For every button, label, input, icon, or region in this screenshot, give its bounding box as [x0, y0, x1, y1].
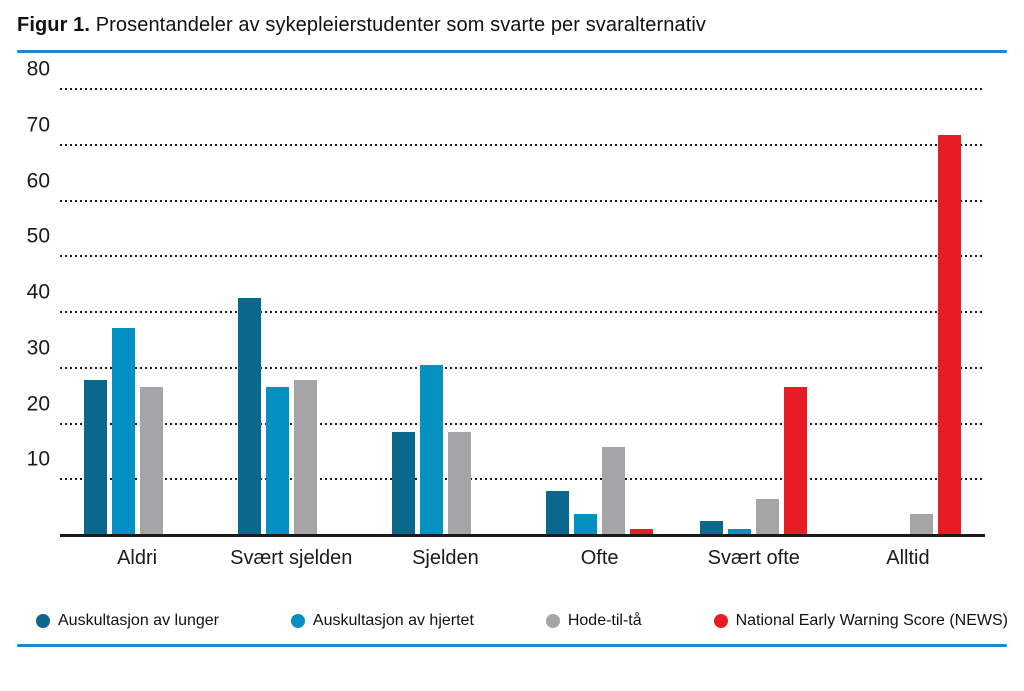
bar — [574, 513, 598, 536]
legend-label: Auskultasjon av hjertet — [312, 612, 474, 629]
legend-label: National Early Warning Score (NEWS) — [735, 612, 1008, 629]
bar — [938, 134, 962, 536]
x-tick-label: Aldri — [117, 546, 158, 569]
y-tick-label: 60 — [26, 169, 50, 192]
plot-inner — [60, 88, 985, 537]
bar — [700, 520, 724, 536]
legend-item: Auskultasjon av hjertet — [290, 612, 474, 630]
legend-swatch-icon — [36, 614, 50, 628]
bar — [139, 387, 163, 536]
bar-slot — [938, 90, 962, 536]
x-axis-labels: Aldri Svært sjelden Sjelden Ofte Svært ofte A… — [60, 536, 985, 580]
x-tick-label: Alltid — [886, 546, 930, 569]
x-tick-label: Ofte — [580, 546, 619, 569]
x-axis-line — [60, 534, 985, 537]
x-tick-label: Sjelden — [412, 546, 479, 569]
bar-slot — [391, 90, 415, 536]
gridline — [60, 478, 985, 481]
gridline — [60, 143, 985, 146]
bar — [83, 379, 107, 536]
bar-slot — [756, 90, 780, 536]
bar — [419, 364, 443, 536]
bar-slot — [265, 90, 289, 536]
bar-slot — [293, 90, 317, 536]
bar-group — [831, 90, 985, 536]
bar-slot — [574, 90, 598, 536]
bar — [546, 491, 570, 536]
bottom-divider — [17, 644, 1007, 647]
bar-group — [60, 90, 214, 536]
bar — [756, 498, 780, 536]
legend-label: Hode-til-tå — [567, 612, 642, 629]
bar-group — [214, 90, 368, 536]
y-tick-label: 70 — [26, 113, 50, 137]
bar — [237, 297, 261, 536]
bar-group — [523, 90, 677, 536]
bar-slot — [602, 90, 626, 536]
bar-slot — [784, 90, 808, 536]
y-axis: 10 20 30 40 50 60 70 80 — [0, 59, 60, 536]
y-tick-label: 20 — [26, 392, 50, 415]
bar — [265, 387, 289, 536]
gridline — [60, 199, 985, 202]
figure: Figur 1. Prosentandeler av sykepleierstu… — [0, 10, 1024, 691]
bar-slot — [546, 90, 570, 536]
bar-slot — [237, 90, 261, 536]
legend-item: National Early Warning Score (NEWS) — [713, 612, 1008, 630]
y-tick-label: 30 — [26, 336, 50, 360]
bar-slot — [322, 90, 345, 536]
bar-slot — [854, 90, 877, 536]
legend-label: Auskultasjon av lunger — [58, 612, 219, 629]
bar-slot — [419, 90, 443, 536]
bar — [602, 446, 626, 536]
bar — [447, 431, 471, 536]
bar — [728, 528, 752, 536]
top-divider — [17, 50, 1007, 53]
bar-slot — [111, 90, 135, 536]
y-tick-label: 80 — [26, 57, 50, 81]
bar-slot — [630, 90, 654, 536]
gridline — [60, 422, 985, 425]
bar-slot — [700, 90, 724, 536]
bar-slot — [139, 90, 163, 536]
x-tick-label: Svært sjelden — [230, 546, 353, 569]
bars-layer — [60, 90, 985, 536]
bar — [784, 387, 808, 536]
bar — [111, 328, 135, 536]
gridline — [60, 255, 985, 258]
x-tick-label: Svært ofte — [707, 546, 800, 569]
bar-slot — [910, 90, 934, 536]
y-tick-label: 40 — [26, 280, 50, 304]
y-tick-label: 50 — [26, 224, 50, 248]
bar-slot — [83, 90, 107, 536]
y-tick-label: 10 — [26, 447, 50, 471]
gridline — [60, 311, 985, 313]
bar — [293, 379, 317, 536]
bar-slot — [728, 90, 752, 536]
legend-swatch-icon — [290, 614, 305, 628]
gridline — [60, 366, 985, 369]
figure-title-text: Prosentandeler av sykepleierstudenter so… — [95, 14, 707, 36]
bar-group — [677, 90, 831, 536]
bar-slot — [476, 90, 499, 536]
bar-slot — [447, 90, 471, 536]
legend-swatch-icon — [545, 614, 560, 628]
bar — [630, 528, 654, 536]
figure-title: Figur 1. Prosentandeler av sykepleierstu… — [17, 10, 1007, 40]
plot-area — [60, 69, 985, 537]
gridline — [60, 88, 985, 90]
bar-chart: 10 20 30 40 50 60 70 80 Aldri Svært sjelden Sjeld… — [0, 59, 1024, 580]
bar-slot — [882, 90, 905, 536]
legend-swatch-icon — [713, 614, 728, 628]
legend-item: Auskultasjon av lunger — [36, 612, 219, 630]
figure-title-prefix: Figur 1. — [17, 14, 91, 36]
legend: Auskultasjon av lunger Auskultasjon av hj… — [36, 610, 1008, 632]
bar-slot — [168, 90, 191, 536]
bar — [910, 513, 934, 536]
bar — [391, 431, 415, 536]
legend-item: Hode-til-tå — [545, 612, 642, 630]
bar-group — [368, 90, 522, 536]
